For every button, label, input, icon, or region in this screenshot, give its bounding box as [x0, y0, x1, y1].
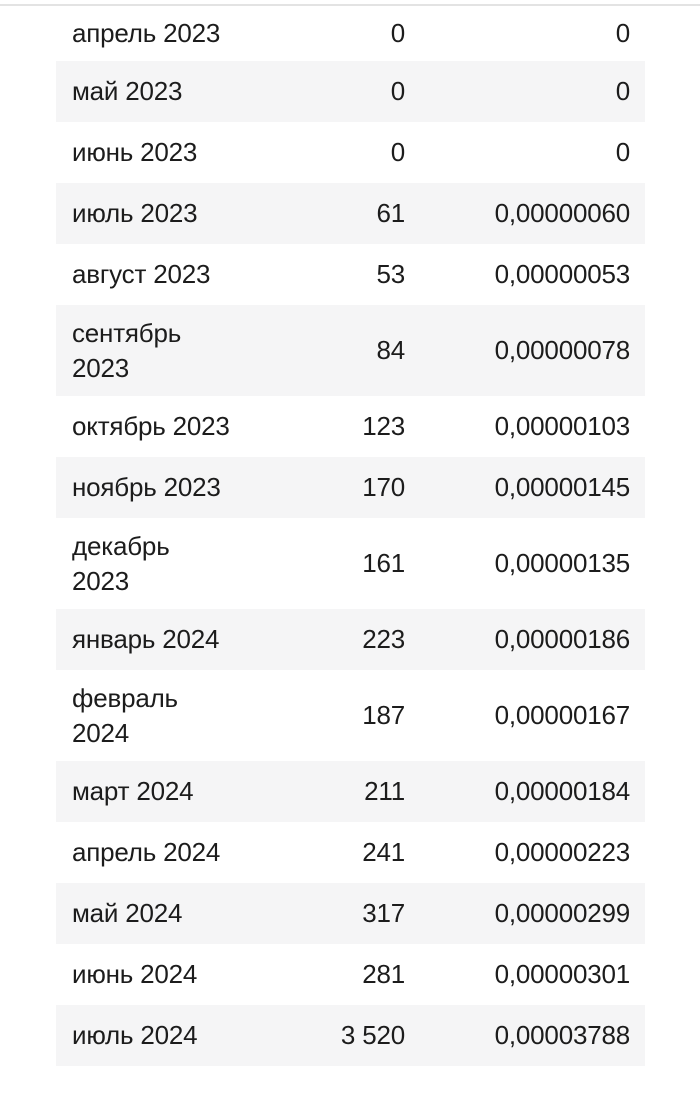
table-row: август 2023 53 0,00000053 [56, 244, 645, 305]
share-value: 0 [615, 137, 630, 167]
share-value: 0,00000184 [494, 776, 631, 806]
table-row: май 2023 0 0 [56, 61, 645, 122]
month-label: июнь 2023 [72, 137, 198, 167]
month-label: октябрь 2023 [72, 411, 230, 441]
table-row: июнь 2023 0 0 [56, 122, 645, 183]
count-value: 0 [390, 18, 405, 48]
count-value: 0 [390, 137, 405, 167]
month-label: декабрь 2023 [72, 530, 170, 596]
month-label: сентябрь 2023 [72, 317, 182, 383]
top-divider [0, 4, 700, 6]
count-value: 241 [362, 837, 405, 867]
share-value: 0 [615, 18, 630, 48]
month-label: июль 2024 [72, 1020, 198, 1050]
table-row: декабрь 2023 161 0,00000135 [56, 518, 645, 609]
share-value: 0,00000223 [494, 837, 631, 867]
count-value: 53 [376, 259, 405, 289]
table-row: февраль 2024 187 0,00000167 [56, 670, 645, 761]
share-value: 0,00000053 [494, 259, 631, 289]
share-value: 0,00000135 [494, 548, 631, 578]
month-label: май 2023 [72, 76, 183, 106]
month-label: март 2024 [72, 776, 194, 806]
count-value: 3 520 [340, 1020, 405, 1050]
table-row: январь 2024 223 0,00000186 [56, 609, 645, 670]
share-value: 0,00000078 [494, 335, 631, 365]
table-row: октябрь 2023 123 0,00000103 [56, 396, 645, 457]
table-row: июль 2024 3 520 0,00003788 [56, 1005, 645, 1066]
count-value: 317 [362, 898, 405, 928]
count-value: 123 [362, 411, 405, 441]
month-label: май 2024 [72, 898, 183, 928]
table-row: май 2024 317 0,00000299 [56, 883, 645, 944]
share-value: 0,00000299 [494, 898, 631, 928]
count-value: 84 [376, 335, 405, 365]
count-value: 281 [362, 959, 405, 989]
count-value: 187 [362, 700, 405, 730]
table-row: июль 2023 61 0,00000060 [56, 183, 645, 244]
table-row: ноябрь 2023 170 0,00000145 [56, 457, 645, 518]
table-row: июнь 2024 281 0,00000301 [56, 944, 645, 1005]
month-label: июнь 2024 [72, 959, 198, 989]
share-value: 0 [615, 76, 630, 106]
share-value: 0,00000167 [494, 700, 631, 730]
share-value: 0,00000301 [494, 959, 631, 989]
month-label: январь 2024 [72, 624, 220, 654]
share-value: 0,00003788 [494, 1020, 631, 1050]
count-value: 0 [390, 76, 405, 106]
share-value: 0,00000060 [494, 198, 631, 228]
count-value: 211 [364, 776, 405, 806]
share-value: 0,00000103 [494, 411, 631, 441]
month-label: апрель 2024 [72, 837, 221, 867]
count-value: 161 [362, 548, 405, 578]
month-label: апрель 2023 [72, 18, 221, 48]
month-label: август 2023 [72, 259, 211, 289]
share-value: 0,00000186 [494, 624, 631, 654]
table-row: апрель 2023 0 0 [56, 6, 645, 61]
monthly-stats-table: апрель 2023 0 0 май 2023 0 0 июнь 2023 0… [0, 6, 700, 1066]
table-row: апрель 2024 241 0,00000223 [56, 822, 645, 883]
count-value: 61 [376, 198, 405, 228]
month-label: ноябрь 2023 [72, 472, 221, 502]
count-value: 223 [362, 624, 405, 654]
table-row: сентябрь 2023 84 0,00000078 [56, 305, 645, 396]
month-label: июль 2023 [72, 198, 198, 228]
month-label: февраль 2024 [72, 682, 178, 748]
count-value: 170 [362, 472, 405, 502]
table-row: март 2024 211 0,00000184 [56, 761, 645, 822]
share-value: 0,00000145 [494, 472, 631, 502]
